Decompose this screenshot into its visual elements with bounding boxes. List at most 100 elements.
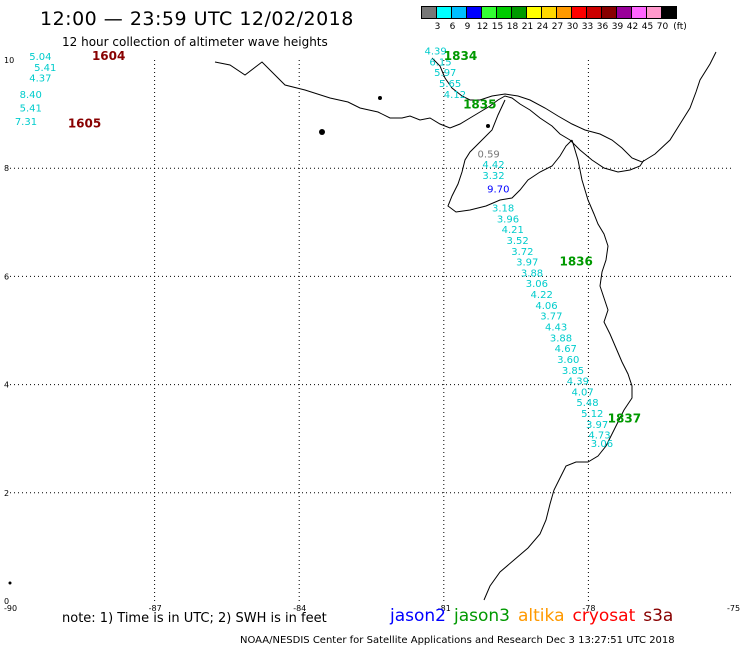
legend-jason2: jason2 (390, 606, 446, 626)
latitude-tick-label: 6 (4, 272, 9, 281)
colorbar-labels: 3 6 9 12 15 18 21 24 27 30 33 36 39 42 45 70 (ft) (430, 22, 690, 32)
colorbar-label: 70 (656, 22, 669, 32)
wave-height-label: 4.06 (535, 301, 557, 312)
latitude-tick-label: 0 (4, 597, 9, 606)
wave-height-label: 3.85 (562, 366, 584, 377)
satellite-legend: jason2 jason3 altika cryosat s3a (390, 606, 673, 626)
wave-height-label: 5.41 (34, 63, 56, 74)
longitude-tick-label: -84 (293, 604, 306, 613)
colorbar-label: 30 (566, 22, 579, 32)
units-note: note: 1) Time is in UTC; 2) SWH is in fe… (62, 611, 327, 626)
wave-height-label: 4.73 (588, 431, 610, 442)
wave-height-label: 5.48 (576, 398, 598, 409)
island-speck (486, 124, 490, 128)
coastline-panama-north (431, 51, 717, 163)
wave-height-label: 4.67 (555, 344, 577, 355)
colorbar-label: 12 (476, 22, 489, 32)
longitude-tick-label: -87 (149, 604, 162, 613)
wave-height-label: 4.39 (567, 377, 589, 388)
wave-height-label: 4.22 (531, 290, 553, 301)
wave-height-label: 9.70 (487, 185, 509, 196)
graticule (10, 60, 733, 601)
pass-number-label: 1837 (608, 411, 641, 425)
coastline-gulf-panama (447, 99, 573, 213)
colorbar-label: 3 (434, 22, 441, 32)
colorbar-label: 39 (611, 22, 624, 32)
altimeter-tracks: 5.045.414.378.405.417.314.396.155.975.65… (15, 47, 641, 450)
pass-number-label: 1604 (92, 49, 125, 63)
pass-number-label: 1836 (559, 255, 592, 269)
colorbar-label: 36 (596, 22, 609, 32)
credit-footer: NOAA/NESDIS Center for Satellite Applica… (240, 635, 675, 646)
colorbar-label: 9 (464, 22, 471, 32)
colorbar-swatch (661, 6, 677, 19)
latitude-tick-label: 2 (4, 489, 9, 498)
pass-number-label: 1834 (444, 49, 477, 63)
wave-height-label: 3.32 (482, 171, 504, 182)
colorbar-label: 21 (521, 22, 534, 32)
wave-height-label: 5.65 (439, 79, 461, 90)
wave-height-label: 4.37 (29, 74, 51, 85)
wave-height-label: 4.12 (444, 90, 466, 101)
wave-height-label: 3.18 (492, 203, 514, 214)
wave-height-label: 6.15 (429, 57, 451, 68)
pass-number-label: 1605 (68, 117, 101, 131)
axis-ticks: 10 8 6 4 2 0-90 -87 -84 -81 -78 -75 (4, 56, 740, 613)
wave-height-label: 4.07 (572, 387, 594, 398)
wave-height-label: 4.43 (545, 323, 567, 334)
wave-height-label: 3.97 (516, 258, 538, 269)
wave-height-label: 4.42 (482, 160, 504, 171)
wave-height-label: 3.06 (591, 439, 613, 450)
longitude-tick-label: -78 (582, 604, 595, 613)
island-speck (319, 129, 325, 135)
wave-height-label: 5.41 (20, 103, 42, 114)
wave-height-label: 3.72 (511, 247, 533, 258)
legend-cryosat: cryosat (572, 606, 636, 626)
wave-height-label: 5.04 (29, 52, 51, 63)
legend-altika: altika (518, 606, 565, 626)
wave-height-label: 5.97 (434, 68, 456, 79)
wave-height-label: 7.31 (15, 117, 37, 128)
legend-s3a: s3a (643, 606, 674, 626)
wave-height-label: 3.97 (586, 420, 608, 431)
colorbar-label: 45 (641, 22, 654, 32)
island-speck (8, 581, 12, 585)
coastline-panama (214, 61, 645, 173)
wave-height-label: 3.88 (550, 333, 572, 344)
wave-height-label: 5.12 (581, 409, 603, 420)
pass-number-label: 1835 (463, 98, 496, 112)
colorbar-label: 6 (449, 22, 456, 32)
colorbar-unit: (ft) (673, 22, 687, 32)
colorbar-label: 33 (581, 22, 594, 32)
colorbar-label: 27 (551, 22, 564, 32)
map-subtitle: 12 hour collection of altimeter wave hei… (62, 35, 328, 49)
colorbar-label: 18 (506, 22, 519, 32)
longitude-tick-label: -75 (727, 604, 740, 613)
longitude-tick-label: -90 (4, 604, 17, 613)
wave-height-label: 3.77 (540, 312, 562, 323)
latitude-tick-label: 4 (4, 381, 9, 390)
longitude-tick-label: -81 (438, 604, 451, 613)
wave-height-label: 8.40 (20, 90, 42, 101)
wave-height-label: 4.39 (425, 47, 447, 58)
coastline-colombia (483, 139, 633, 601)
island-speck (378, 96, 382, 100)
colorbar-label: 15 (491, 22, 504, 32)
latitude-tick-label: 8 (4, 164, 9, 173)
coastline (8, 51, 717, 601)
latitude-tick-label: 10 (4, 56, 14, 65)
legend-jason3: jason3 (454, 606, 510, 626)
wave-height-label: 0.59 (478, 149, 500, 160)
wave-height-label: 4.21 (502, 225, 524, 236)
wave-height-label: 3.88 (521, 268, 543, 279)
wave-height-colorbar (421, 6, 677, 19)
wave-height-label: 3.96 (497, 214, 519, 225)
colorbar-label: 24 (536, 22, 549, 32)
wave-height-label: 3.60 (557, 355, 579, 366)
wave-height-label: 3.06 (526, 279, 548, 290)
wave-height-label: 3.52 (506, 236, 528, 247)
colorbar-label: 42 (626, 22, 639, 32)
map-title: 12:00 — 23:59 UTC 12/02/2018 (40, 8, 354, 30)
